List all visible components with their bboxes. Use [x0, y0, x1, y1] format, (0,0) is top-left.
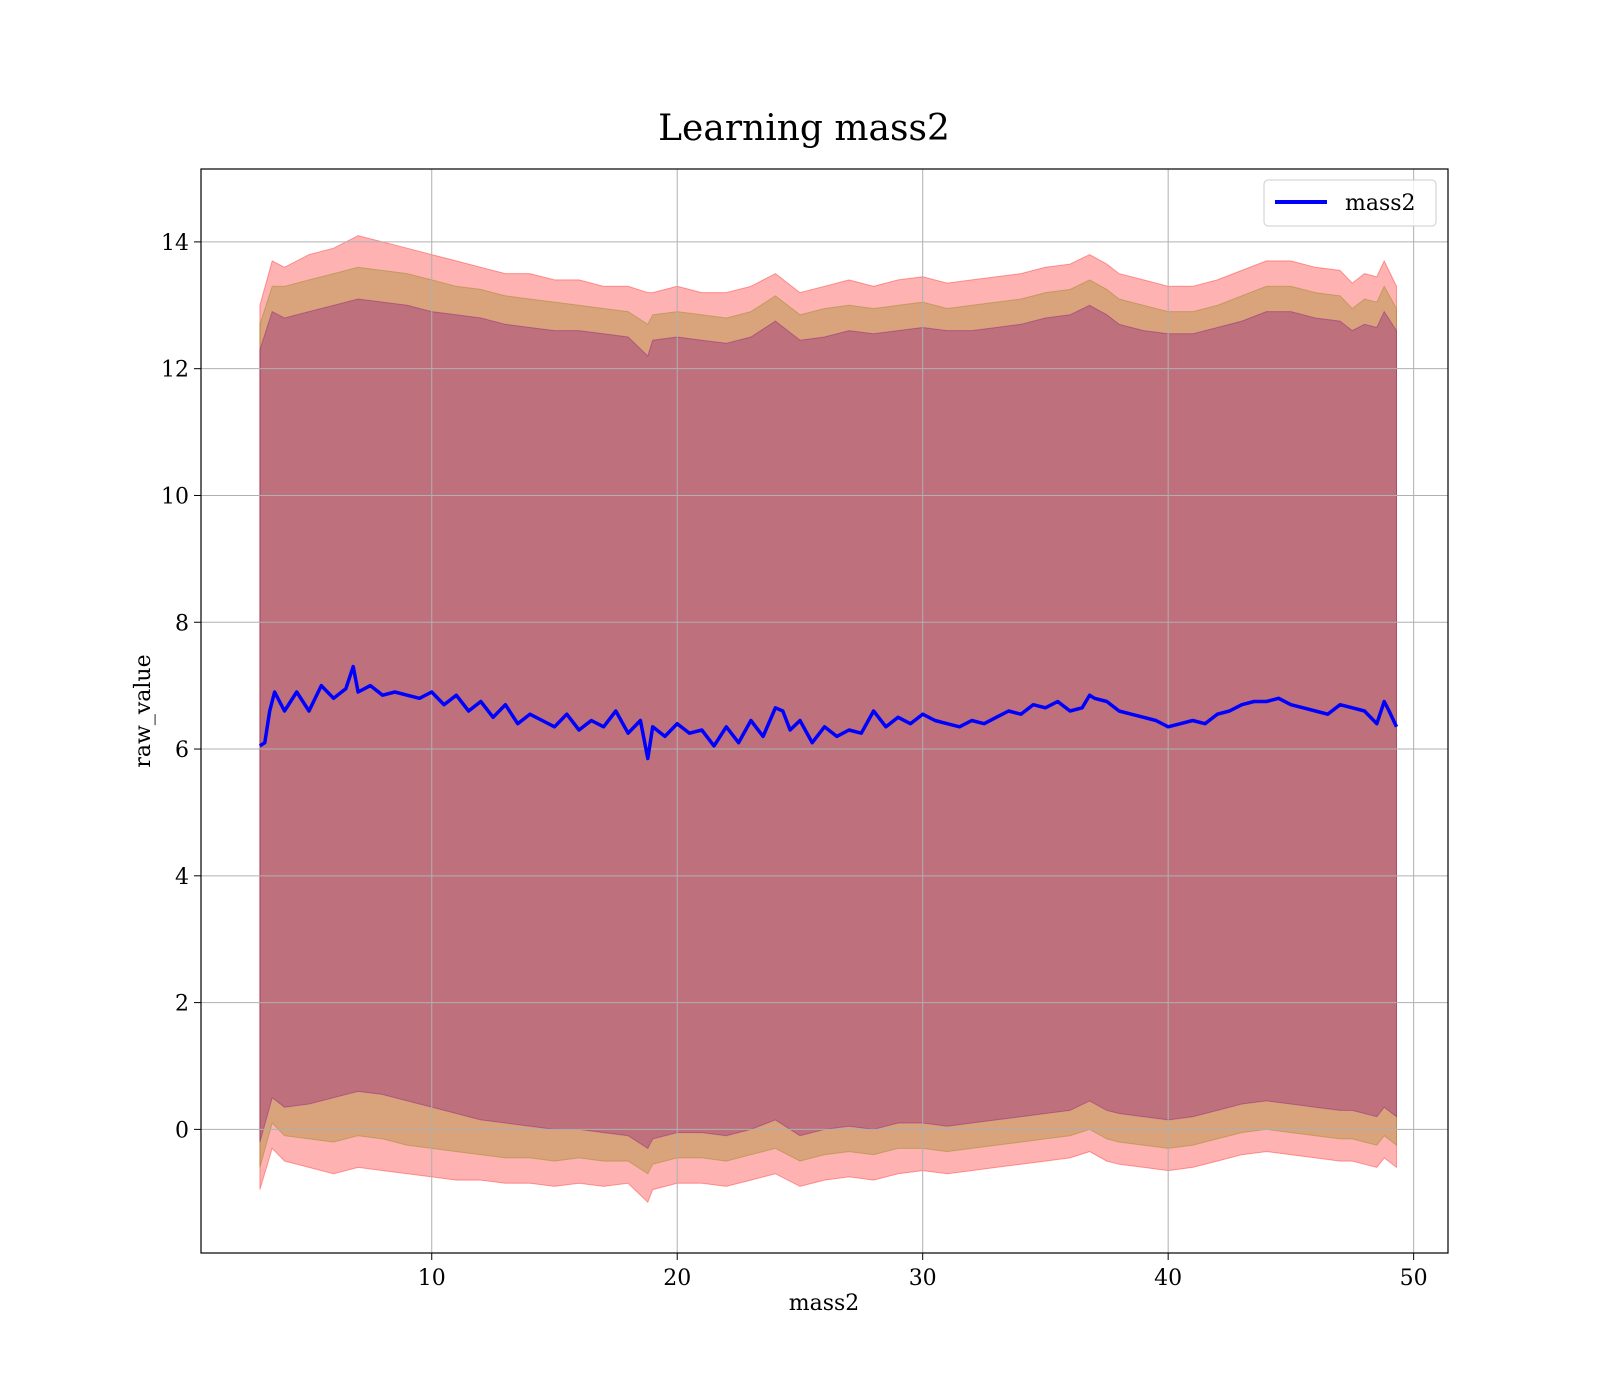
y-tick-label: 4 — [175, 865, 189, 890]
y-tick-label: 10 — [161, 484, 189, 509]
y-tick-label: 8 — [175, 611, 189, 636]
y-tick-label: 0 — [175, 1118, 189, 1143]
y-axis-ticks: 0 2 4 6 8 10 12 14 — [161, 231, 201, 1143]
x-tick-label: 40 — [1154, 1266, 1182, 1291]
confidence-band-3 — [259, 298, 1397, 1150]
gridlines — [201, 169, 1448, 1253]
x-axis-label: mass2 — [789, 1291, 860, 1316]
plot-frame — [200, 168, 1449, 1254]
confidence-band-2 — [259, 266, 1397, 1175]
legend-box — [1263, 179, 1437, 227]
confidence-band-1 — [259, 235, 1397, 1204]
confidence-bands — [259, 235, 1397, 1204]
plot-area — [200, 168, 1449, 1254]
legend-label-mass2: mass2 — [1345, 191, 1416, 216]
x-tick-label: 50 — [1400, 1266, 1428, 1291]
series-lines — [258, 664, 1399, 761]
x-axis-ticks: 10 20 30 40 50 — [418, 1253, 1428, 1291]
x-tick-label: 20 — [663, 1266, 691, 1291]
x-tick-label: 30 — [909, 1266, 937, 1291]
y-axis-label: raw_value — [131, 654, 156, 767]
x-tick-label: 10 — [418, 1266, 446, 1291]
y-tick-label: 2 — [175, 992, 189, 1017]
chart-title: Learning mass2 — [658, 108, 950, 149]
y-tick-label: 6 — [175, 738, 189, 763]
legend: mass2 — [1263, 179, 1437, 227]
y-tick-label: 12 — [161, 358, 189, 383]
y-tick-label: 14 — [161, 231, 189, 256]
series-line-mass2 — [258, 664, 1399, 761]
